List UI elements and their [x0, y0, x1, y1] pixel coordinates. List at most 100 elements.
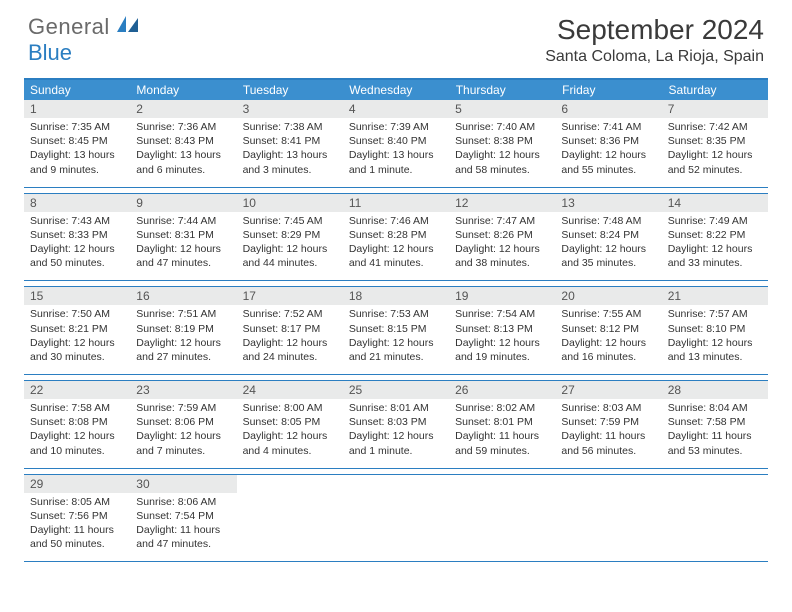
day-number: 5 [449, 100, 555, 118]
day-cell: 18Sunrise: 7:53 AMSunset: 8:15 PMDayligh… [343, 287, 449, 374]
week-row: 15Sunrise: 7:50 AMSunset: 8:21 PMDayligh… [24, 286, 768, 375]
day-cell: 13Sunrise: 7:48 AMSunset: 8:24 PMDayligh… [555, 194, 661, 281]
day-details: Sunrise: 7:39 AMSunset: 8:40 PMDaylight:… [343, 118, 449, 187]
day-cell: 27Sunrise: 8:03 AMSunset: 7:59 PMDayligh… [555, 381, 661, 468]
day-details: Sunrise: 7:50 AMSunset: 8:21 PMDaylight:… [24, 305, 130, 374]
day-cell: 10Sunrise: 7:45 AMSunset: 8:29 PMDayligh… [237, 194, 343, 281]
day-number: 16 [130, 287, 236, 305]
day-details: Sunrise: 7:48 AMSunset: 8:24 PMDaylight:… [555, 212, 661, 281]
day-number: 24 [237, 381, 343, 399]
day-number: 20 [555, 287, 661, 305]
day-details: Sunrise: 8:05 AMSunset: 7:56 PMDaylight:… [24, 493, 130, 562]
day-cell: 20Sunrise: 7:55 AMSunset: 8:12 PMDayligh… [555, 287, 661, 374]
day-cell-empty: .. [555, 475, 661, 562]
day-number: 8 [24, 194, 130, 212]
day-details: Sunrise: 7:44 AMSunset: 8:31 PMDaylight:… [130, 212, 236, 281]
day-number: 15 [24, 287, 130, 305]
day-number: 30 [130, 475, 236, 493]
day-cell-empty: .. [237, 475, 343, 562]
day-details: Sunrise: 8:00 AMSunset: 8:05 PMDaylight:… [237, 399, 343, 468]
day-details: Sunrise: 8:01 AMSunset: 8:03 PMDaylight:… [343, 399, 449, 468]
day-number: 23 [130, 381, 236, 399]
sail-icon [117, 21, 139, 38]
day-details: Sunrise: 7:57 AMSunset: 8:10 PMDaylight:… [662, 305, 768, 374]
brand-main: General [28, 14, 110, 39]
day-cell: 5Sunrise: 7:40 AMSunset: 8:38 PMDaylight… [449, 100, 555, 187]
day-number: 25 [343, 381, 449, 399]
day-cell: 29Sunrise: 8:05 AMSunset: 7:56 PMDayligh… [24, 475, 130, 562]
day-details: Sunrise: 7:38 AMSunset: 8:41 PMDaylight:… [237, 118, 343, 187]
day-cell: 1Sunrise: 7:35 AMSunset: 8:45 PMDaylight… [24, 100, 130, 187]
weekday-header: Wednesday [342, 80, 448, 100]
weekday-header: Sunday [24, 80, 129, 100]
day-cell-empty: .. [343, 475, 449, 562]
day-number: 7 [662, 100, 768, 118]
brand-logo: General Blue [28, 14, 139, 66]
weekday-header-row: Sunday Monday Tuesday Wednesday Thursday… [24, 80, 768, 100]
day-details: Sunrise: 7:53 AMSunset: 8:15 PMDaylight:… [343, 305, 449, 374]
weekday-header: Monday [129, 80, 235, 100]
day-details: Sunrise: 7:51 AMSunset: 8:19 PMDaylight:… [130, 305, 236, 374]
day-number: 27 [555, 381, 661, 399]
day-cell: 4Sunrise: 7:39 AMSunset: 8:40 PMDaylight… [343, 100, 449, 187]
day-details: Sunrise: 7:59 AMSunset: 8:06 PMDaylight:… [130, 399, 236, 468]
day-details: Sunrise: 7:54 AMSunset: 8:13 PMDaylight:… [449, 305, 555, 374]
day-cell: 17Sunrise: 7:52 AMSunset: 8:17 PMDayligh… [237, 287, 343, 374]
day-number: 13 [555, 194, 661, 212]
day-cell: 16Sunrise: 7:51 AMSunset: 8:19 PMDayligh… [130, 287, 236, 374]
day-cell: 8Sunrise: 7:43 AMSunset: 8:33 PMDaylight… [24, 194, 130, 281]
day-number: 28 [662, 381, 768, 399]
calendar: Sunday Monday Tuesday Wednesday Thursday… [24, 78, 768, 562]
weekday-header: Tuesday [236, 80, 342, 100]
day-cell: 7Sunrise: 7:42 AMSunset: 8:35 PMDaylight… [662, 100, 768, 187]
week-row: 22Sunrise: 7:58 AMSunset: 8:08 PMDayligh… [24, 380, 768, 469]
day-details: Sunrise: 7:46 AMSunset: 8:28 PMDaylight:… [343, 212, 449, 281]
day-details: Sunrise: 7:41 AMSunset: 8:36 PMDaylight:… [555, 118, 661, 187]
week-row: 1Sunrise: 7:35 AMSunset: 8:45 PMDaylight… [24, 99, 768, 188]
day-cell: 2Sunrise: 7:36 AMSunset: 8:43 PMDaylight… [130, 100, 236, 187]
day-cell: 11Sunrise: 7:46 AMSunset: 8:28 PMDayligh… [343, 194, 449, 281]
day-number: 17 [237, 287, 343, 305]
day-number: 26 [449, 381, 555, 399]
day-details: Sunrise: 7:35 AMSunset: 8:45 PMDaylight:… [24, 118, 130, 187]
week-row: 8Sunrise: 7:43 AMSunset: 8:33 PMDaylight… [24, 193, 768, 282]
day-cell-empty: .. [449, 475, 555, 562]
day-cell: 12Sunrise: 7:47 AMSunset: 8:26 PMDayligh… [449, 194, 555, 281]
day-cell: 14Sunrise: 7:49 AMSunset: 8:22 PMDayligh… [662, 194, 768, 281]
day-number: 1 [24, 100, 130, 118]
day-details: Sunrise: 7:52 AMSunset: 8:17 PMDaylight:… [237, 305, 343, 374]
day-cell: 22Sunrise: 7:58 AMSunset: 8:08 PMDayligh… [24, 381, 130, 468]
day-details: Sunrise: 7:40 AMSunset: 8:38 PMDaylight:… [449, 118, 555, 187]
header: General Blue September 2024 Santa Coloma… [0, 0, 792, 66]
title-block: September 2024 Santa Coloma, La Rioja, S… [545, 14, 764, 66]
day-details: Sunrise: 8:03 AMSunset: 7:59 PMDaylight:… [555, 399, 661, 468]
day-number: 9 [130, 194, 236, 212]
day-cell: 9Sunrise: 7:44 AMSunset: 8:31 PMDaylight… [130, 194, 236, 281]
day-cell: 24Sunrise: 8:00 AMSunset: 8:05 PMDayligh… [237, 381, 343, 468]
day-cell: 21Sunrise: 7:57 AMSunset: 8:10 PMDayligh… [662, 287, 768, 374]
day-details: Sunrise: 7:43 AMSunset: 8:33 PMDaylight:… [24, 212, 130, 281]
day-number: 10 [237, 194, 343, 212]
day-cell: 23Sunrise: 7:59 AMSunset: 8:06 PMDayligh… [130, 381, 236, 468]
day-number: 29 [24, 475, 130, 493]
day-number: 14 [662, 194, 768, 212]
day-number: 3 [237, 100, 343, 118]
day-details: Sunrise: 7:58 AMSunset: 8:08 PMDaylight:… [24, 399, 130, 468]
day-cell: 30Sunrise: 8:06 AMSunset: 7:54 PMDayligh… [130, 475, 236, 562]
day-details: Sunrise: 7:42 AMSunset: 8:35 PMDaylight:… [662, 118, 768, 187]
weekday-header: Thursday [449, 80, 555, 100]
location-label: Santa Coloma, La Rioja, Spain [545, 48, 764, 66]
day-number: 11 [343, 194, 449, 212]
day-number: 2 [130, 100, 236, 118]
brand-text: General Blue [28, 14, 139, 66]
day-details: Sunrise: 8:06 AMSunset: 7:54 PMDaylight:… [130, 493, 236, 562]
day-cell: 6Sunrise: 7:41 AMSunset: 8:36 PMDaylight… [555, 100, 661, 187]
day-number: 21 [662, 287, 768, 305]
day-number: 18 [343, 287, 449, 305]
day-number: 6 [555, 100, 661, 118]
brand-sub: Blue [28, 40, 72, 65]
day-details: Sunrise: 8:02 AMSunset: 8:01 PMDaylight:… [449, 399, 555, 468]
day-cell: 28Sunrise: 8:04 AMSunset: 7:58 PMDayligh… [662, 381, 768, 468]
day-number: 22 [24, 381, 130, 399]
day-cell-empty: .. [662, 475, 768, 562]
